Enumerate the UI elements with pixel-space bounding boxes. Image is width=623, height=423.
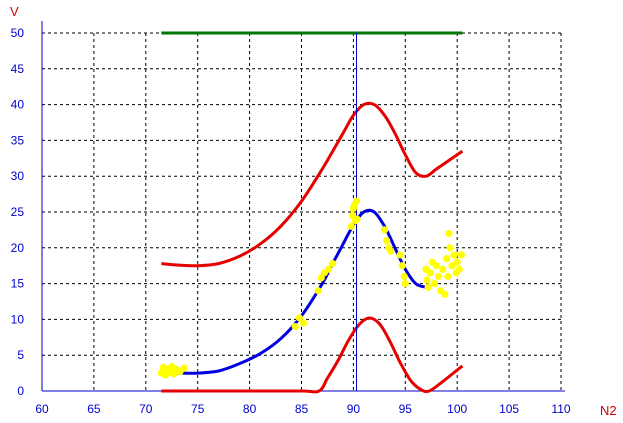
y-tick-label: 25 <box>11 205 25 219</box>
scatter-point <box>430 280 438 288</box>
scatter-point <box>457 251 465 259</box>
scatter-point <box>401 280 409 288</box>
axes <box>41 21 565 392</box>
sample-points <box>157 197 465 379</box>
scatter-point <box>455 265 463 273</box>
y-tick-label: 50 <box>11 26 25 40</box>
x-tick-label: 75 <box>191 402 205 416</box>
scatter-point <box>352 197 361 205</box>
scatter-point <box>387 247 395 255</box>
x-axis-label: N2 <box>600 403 617 418</box>
scatter-point <box>441 290 449 298</box>
scatter-point <box>446 244 454 252</box>
scatter-point <box>347 222 355 230</box>
scatter-point <box>443 254 451 263</box>
y-axis-label: V <box>10 4 19 19</box>
y-tick-label: 35 <box>11 133 25 147</box>
x-tick-label: 100 <box>447 402 467 416</box>
scatter-point <box>299 319 308 327</box>
scatter-point <box>398 262 406 270</box>
x-tick-label: 110 <box>551 402 570 416</box>
x-tick-label: 80 <box>243 402 257 416</box>
series-line-upper-bound <box>161 101 464 268</box>
x-tick-label: 65 <box>87 402 101 416</box>
scatter-point <box>400 272 408 281</box>
scatter-point <box>448 262 456 270</box>
scatter-point <box>439 265 447 273</box>
y-tick-label: 20 <box>11 241 25 255</box>
scatter-point <box>445 229 453 238</box>
x-tick-label: 95 <box>399 402 413 416</box>
scatter-point <box>444 272 452 281</box>
scatter-point <box>432 262 441 270</box>
y-tick-label: 45 <box>11 62 25 76</box>
scatter-point <box>380 226 389 234</box>
y-tick-label: 10 <box>11 312 25 326</box>
x-tick-label: 60 <box>35 402 49 416</box>
y-tick-label: 40 <box>11 98 25 112</box>
x-tick-label: 105 <box>499 402 519 416</box>
x-tick-label: 90 <box>347 402 361 416</box>
scatter-point <box>324 265 333 273</box>
y-tick-label: 5 <box>17 348 24 362</box>
scatter-point <box>180 364 188 372</box>
scatter-point <box>329 259 337 268</box>
x-tick-label: 85 <box>295 402 309 416</box>
scatter-point <box>450 251 458 259</box>
scatter-point <box>396 251 404 259</box>
scatter-point <box>295 314 304 322</box>
scatter-point <box>453 258 461 266</box>
scatter-point <box>423 276 431 284</box>
y-tick-label: 0 <box>17 384 24 398</box>
scatter-point <box>426 269 434 277</box>
scatter-point <box>383 237 391 245</box>
scatter-point <box>424 283 432 291</box>
grid-lines <box>42 32 562 391</box>
tick-labels: 60 65 70 75 80 85 90 95 100 105 110 0 5 10 15 20 25 30 35 4… <box>11 26 571 416</box>
series-line-fit <box>161 208 427 375</box>
scatter-point <box>291 322 299 331</box>
x-tick-label: 70 <box>139 402 153 416</box>
scatter-point <box>434 272 443 281</box>
y-tick-label: 30 <box>11 169 25 183</box>
scatter-point <box>314 287 322 295</box>
series-line-lower-bound <box>161 316 464 394</box>
y-tick-label: 15 <box>11 277 25 291</box>
scatter-point <box>353 215 361 223</box>
